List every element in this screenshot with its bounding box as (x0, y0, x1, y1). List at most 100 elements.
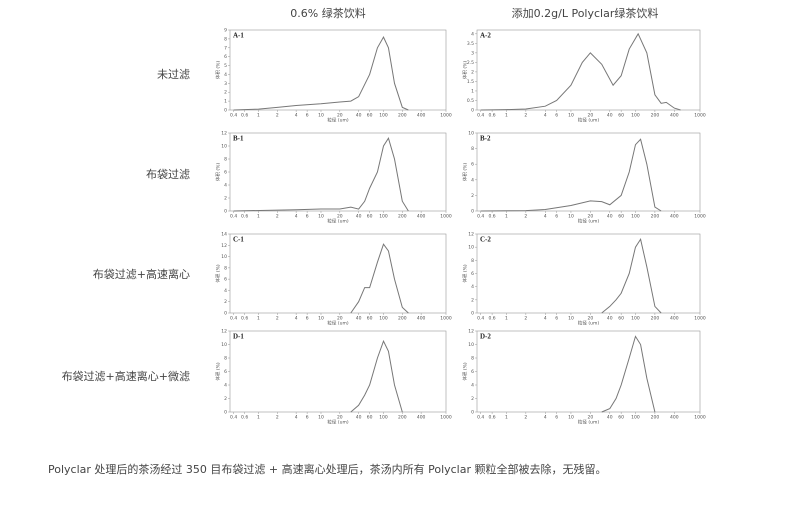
plot-frame (476, 233, 701, 314)
x-tick-label: 4 (295, 415, 298, 421)
x-tick-label: 0.6 (241, 415, 248, 421)
x-tick-label: 400 (670, 415, 679, 421)
x-tick-label: 6 (555, 113, 558, 119)
x-tick-label: 200 (398, 113, 407, 119)
x-tick-label: 10 (318, 415, 324, 421)
row-label: 布袋过滤 (146, 167, 190, 181)
y-tick-label: 9 (224, 28, 227, 34)
x-tick-label: 60 (367, 113, 373, 119)
y-tick-label: 12 (468, 329, 474, 335)
y-axis-label: 体积 (%) (215, 362, 222, 380)
x-tick-label: 100 (379, 316, 388, 322)
column-title: 添加0.2g/L Polyclar绿茶饮料 (512, 6, 659, 20)
y-tick-label: 0 (224, 410, 227, 416)
x-tick-label: 20 (337, 415, 343, 421)
x-tick-label: 400 (670, 214, 679, 220)
x-tick-label: 10 (318, 214, 324, 220)
x-tick-label: 400 (417, 316, 426, 322)
x-tick-label: 0.4 (477, 214, 484, 220)
x-axis-label: 粒径 (um) (578, 117, 599, 124)
panel-label: D-1 (233, 333, 244, 341)
plot-frame (229, 233, 447, 314)
x-tick-label: 10 (568, 316, 574, 322)
x-tick-label: 60 (367, 415, 373, 421)
y-axis-label: 体积 (%) (215, 163, 222, 181)
y-tick-label: 3.5 (467, 41, 474, 47)
x-tick-label: 40 (356, 415, 362, 421)
x-tick-label: 0.4 (477, 113, 484, 119)
x-tick-label: 2 (524, 113, 527, 119)
row-label: 未过滤 (157, 68, 190, 81)
x-tick-label: 200 (651, 316, 660, 322)
x-tick-label: 20 (337, 113, 343, 119)
x-tick-label: 10 (568, 214, 574, 220)
y-tick-label: 3 (224, 81, 227, 87)
y-tick-label: 6 (471, 271, 474, 277)
plot-frame (229, 132, 447, 212)
x-tick-label: 0.6 (489, 415, 496, 421)
x-tick-label: 10 (568, 113, 574, 119)
data-line (480, 32, 681, 111)
x-axis-label: 粒径 (um) (578, 218, 599, 225)
x-tick-label: 1 (505, 113, 508, 119)
caption: Polyclar 处理后的茶汤经过 350 目布袋过滤 + 高速离心处理后，茶汤… (48, 462, 607, 476)
y-tick-label: 8 (224, 356, 227, 362)
y-tick-label: 0 (471, 209, 474, 215)
x-axis-label: 粒径 (um) (327, 218, 348, 225)
x-tick-label: 400 (670, 316, 679, 322)
x-tick-label: 4 (295, 214, 298, 220)
x-tick-label: 10 (318, 316, 324, 322)
x-tick-label: 20 (588, 316, 594, 322)
x-tick-label: 0.4 (230, 316, 237, 322)
x-tick-label: 2 (524, 415, 527, 421)
y-tick-label: 2 (224, 299, 227, 305)
x-tick-label: 60 (618, 113, 624, 119)
data-line (233, 136, 409, 212)
y-axis-label: 体积 (%) (215, 264, 222, 282)
x-tick-label: 2 (276, 415, 279, 421)
x-tick-label: 200 (398, 316, 407, 322)
x-tick-label: 40 (607, 214, 613, 220)
plot-frame (476, 330, 701, 413)
y-tick-label: 0 (471, 108, 474, 114)
y-tick-label: 6 (224, 277, 227, 283)
x-tick-label: 1 (505, 214, 508, 220)
x-tick-label: 100 (379, 113, 388, 119)
y-tick-label: 8 (471, 146, 474, 152)
x-tick-label: 2 (524, 316, 527, 322)
data-line (350, 243, 409, 314)
data-line (601, 238, 662, 314)
x-tick-label: 400 (417, 214, 426, 220)
y-tick-label: 0.5 (467, 98, 474, 104)
x-tick-label: 1000 (440, 316, 452, 322)
y-tick-label: 2 (471, 193, 474, 199)
x-tick-label: 6 (306, 316, 309, 322)
y-tick-label: 14 (221, 232, 227, 238)
y-tick-label: 0 (224, 108, 227, 114)
y-tick-label: 12 (221, 131, 227, 137)
x-tick-label: 0.6 (489, 113, 496, 119)
y-tick-label: 8 (224, 265, 227, 271)
y-tick-label: 7 (224, 45, 227, 51)
x-tick-label: 1 (505, 316, 508, 322)
y-tick-label: 10 (221, 254, 227, 260)
x-tick-label: 100 (631, 415, 640, 421)
y-axis-label: 体积 (%) (462, 264, 469, 282)
x-tick-label: 100 (631, 214, 640, 220)
x-tick-label: 1 (505, 415, 508, 421)
y-tick-label: 4 (471, 31, 474, 37)
y-tick-label: 12 (221, 243, 227, 249)
y-tick-label: 0 (224, 311, 227, 317)
y-tick-label: 6 (471, 369, 474, 375)
x-tick-label: 4 (544, 214, 547, 220)
x-axis-label: 粒径 (um) (327, 320, 348, 327)
data-line (350, 339, 403, 413)
x-tick-label: 0.6 (241, 316, 248, 322)
x-tick-label: 40 (356, 214, 362, 220)
data-line (233, 36, 409, 111)
x-tick-label: 400 (670, 113, 679, 119)
x-tick-label: 0.6 (241, 214, 248, 220)
y-axis-label: 体积 (%) (462, 362, 469, 380)
panel-label: C-1 (233, 236, 244, 244)
row-label: 布袋过滤+高速离心 (93, 267, 190, 281)
